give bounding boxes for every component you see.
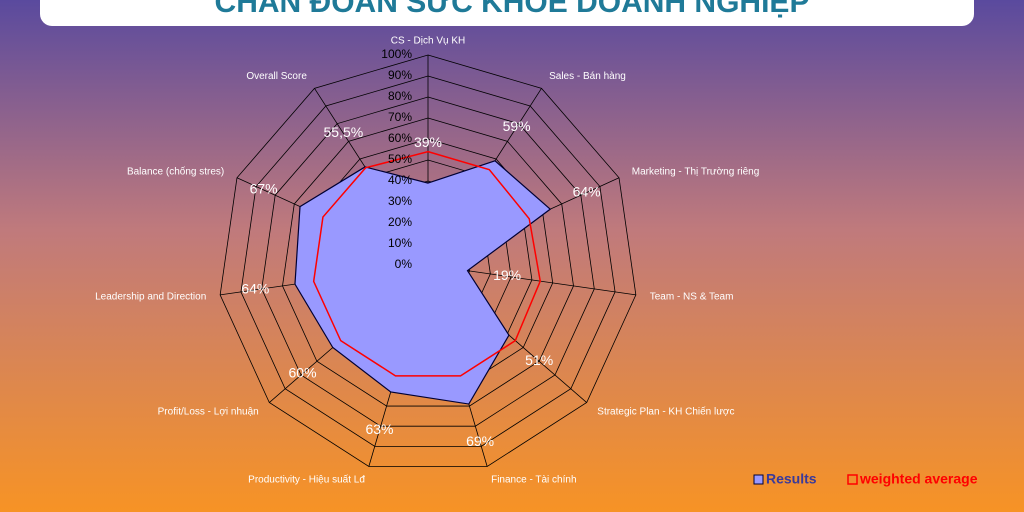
value-label: 67% — [250, 181, 278, 197]
category-label: Balance (chống stres) — [127, 166, 224, 178]
legend-swatch — [847, 474, 858, 485]
category-label: Finance - Tài chính — [491, 475, 576, 486]
category-label: Sales - Bán hàng — [549, 71, 626, 82]
y-tick-label: 40% — [388, 173, 412, 187]
y-tick-label: 0% — [395, 257, 413, 271]
category-label: Marketing - Thị Trường riêng — [632, 167, 760, 178]
value-label: 64% — [241, 281, 269, 297]
y-tick-label: 70% — [388, 110, 412, 124]
value-label: 60% — [289, 364, 317, 380]
category-label: Overall Score — [246, 71, 307, 82]
category-label: Strategic Plan - KH Chiến lược — [597, 405, 734, 417]
y-tick-label: 30% — [388, 194, 412, 208]
grid-ring — [240, 75, 616, 447]
value-label: 64% — [573, 183, 601, 199]
value-label: 39% — [414, 134, 442, 150]
title-box — [40, 0, 974, 26]
legend-label: weighted average — [859, 471, 978, 487]
y-tick-label: 80% — [388, 89, 412, 103]
category-label: Team - NS & Team — [650, 292, 734, 303]
y-tick-label: 50% — [388, 152, 412, 166]
grid-ring — [219, 54, 637, 467]
category-label: CS - Dịch Vụ KH — [391, 36, 465, 47]
value-label: 59% — [503, 118, 531, 134]
value-label: 69% — [466, 433, 494, 449]
chart-title: CHẨN ĐOÁN SỨC KHỎE DOANH NGHIỆP — [215, 0, 810, 19]
legend-label: Results — [766, 471, 817, 487]
value-label: 51% — [525, 352, 553, 368]
average-line — [312, 150, 542, 377]
legend-swatch — [753, 474, 764, 485]
category-label: Leadership and Direction — [95, 292, 206, 303]
y-tick-label: 60% — [388, 131, 412, 145]
category-label: Productivity - Hiệu suất Lđ — [248, 474, 365, 486]
category-label: Profit/Loss - Lợi nhuận — [158, 406, 259, 417]
y-tick-label: 100% — [381, 47, 412, 61]
value-label: 19% — [493, 267, 521, 283]
y-tick-label: 90% — [388, 68, 412, 82]
value-label: 55,5% — [324, 124, 364, 140]
y-tick-label: 10% — [388, 236, 412, 250]
y-tick-label: 20% — [388, 215, 412, 229]
results-area — [294, 160, 552, 405]
grid-ring — [282, 117, 574, 407]
grid-ring — [261, 96, 595, 427]
value-label: 63% — [365, 421, 393, 437]
